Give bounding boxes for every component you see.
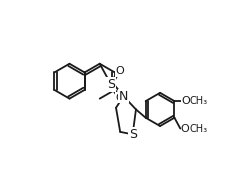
Text: N: N <box>119 90 128 103</box>
Text: S: S <box>129 128 137 141</box>
Text: O: O <box>182 96 190 106</box>
Text: O: O <box>181 124 189 134</box>
Text: S: S <box>107 78 115 91</box>
Text: CH₃: CH₃ <box>190 96 208 106</box>
Text: O: O <box>115 93 124 103</box>
Text: CH₃: CH₃ <box>189 124 207 134</box>
Text: O: O <box>115 66 124 76</box>
